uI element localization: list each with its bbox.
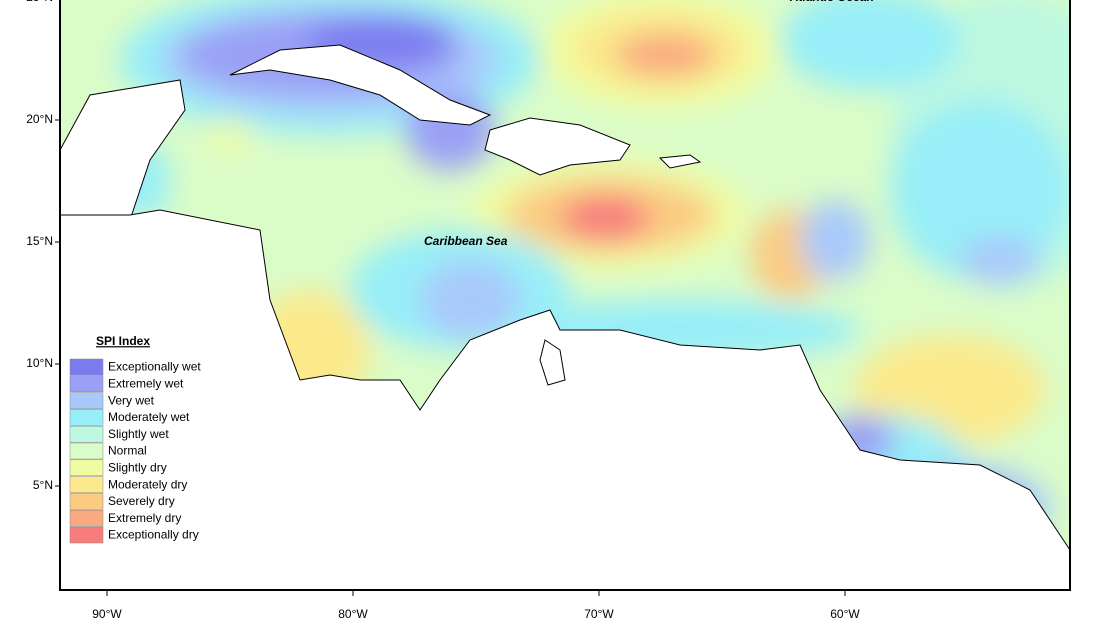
map-frame	[59, 0, 1071, 591]
legend-label: Slightly dry	[108, 460, 167, 474]
legend-label: Severely dry	[108, 494, 175, 508]
legend-swatch	[69, 425, 104, 443]
legend-label: Extremely wet	[108, 376, 184, 390]
place-label: Atlantic Ocean	[789, 0, 874, 4]
lon-tick-label: 90°W	[92, 607, 122, 621]
legend-swatch	[69, 526, 104, 544]
legend-swatch	[69, 442, 104, 460]
lon-tick-label: 70°W	[584, 607, 614, 621]
spi-field	[60, 0, 1070, 590]
legend-swatch	[69, 493, 104, 510]
legend-label: Moderately dry	[108, 477, 187, 491]
legend-swatch	[69, 409, 104, 426]
legend-label: Extremely dry	[108, 511, 181, 525]
legend-label: Moderately wet	[108, 410, 190, 424]
lon-tick-label: 80°W	[338, 607, 368, 621]
legend-swatch	[69, 358, 104, 376]
legend-label: Exceptionally dry	[108, 528, 199, 542]
legend-swatch	[69, 509, 104, 527]
legend-swatch	[69, 459, 104, 477]
lat-tick-label: 15°N	[26, 234, 53, 248]
legend-title: SPI Index	[96, 334, 150, 348]
lat-tick-label: 10°N	[26, 356, 53, 370]
land	[60, 44, 1070, 590]
lat-tick-label: 20°N	[26, 112, 53, 126]
place-label: Caribbean Sea	[424, 234, 508, 248]
legend-swatch	[69, 476, 104, 493]
legend-label: Slightly wet	[108, 427, 169, 441]
legend-label: Very wet	[108, 393, 155, 407]
lat-tick-label: 25°N	[26, 0, 53, 4]
lat-tick-label: 5°N	[33, 478, 53, 492]
legend-swatch	[69, 375, 104, 393]
lon-tick-label: 60°W	[830, 607, 860, 621]
legend-label: Normal	[108, 444, 147, 458]
legend-swatch	[69, 392, 104, 409]
legend-label: Exceptionally wet	[108, 360, 201, 374]
